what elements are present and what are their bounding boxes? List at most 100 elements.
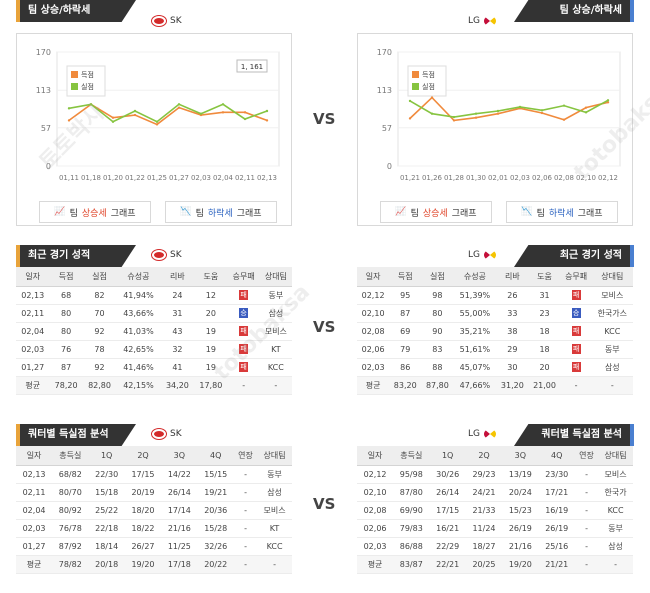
table-cell: 43 xyxy=(160,322,195,341)
table-cell: 동부 xyxy=(598,519,633,538)
table-cell: 83 xyxy=(421,340,454,359)
x-tick-label: 02,11 xyxy=(235,174,255,182)
quarter-header-right: 쿼터별 득실점 분석 xyxy=(514,424,634,446)
table-cell: 20/25 xyxy=(465,555,503,574)
table-cell: 02,13 xyxy=(16,286,50,305)
table-cell: 17/21 xyxy=(538,483,575,502)
table-cell: 02,11 xyxy=(16,483,53,502)
table-cell: 24/21 xyxy=(465,483,503,502)
table-cell: - xyxy=(257,555,292,574)
team-label-right-3: LG xyxy=(468,429,496,439)
loss-badge: 패 xyxy=(239,362,249,372)
table-cell: 19 xyxy=(194,340,228,359)
table-row: 02,11 80/70 15/18 20/19 26/14 19/21- 삼성 xyxy=(16,483,292,502)
table-cell: 02,03 xyxy=(16,340,50,359)
table-cell: 43,66% xyxy=(116,304,161,323)
table-cell: 79/83 xyxy=(393,519,430,538)
table-cell: 02,11 xyxy=(16,304,50,323)
table-cell: 02,10 xyxy=(357,483,394,502)
table-cell: 21/16 xyxy=(502,537,539,556)
table-row: 02,08 69 90 35,21% 38 18 패 KCC xyxy=(357,322,633,341)
x-tick-label: 01,30 xyxy=(466,174,486,182)
table-cell: 21/33 xyxy=(465,501,503,520)
table-cell: 87/80 xyxy=(393,483,430,502)
table-cell: 70 xyxy=(82,304,117,323)
data-point xyxy=(199,112,203,115)
table-cell: 32 xyxy=(160,340,195,359)
column-header: 상대팀 xyxy=(591,267,633,287)
x-tick-label: 02,06 xyxy=(532,174,553,182)
data-point xyxy=(155,120,159,123)
table-cell: 20/18 xyxy=(88,555,125,574)
column-header: 도움 xyxy=(194,267,228,287)
up-trend-legend-left[interactable]: 📈 팀 상승세 그래프 xyxy=(39,201,151,223)
column-header: 4Q xyxy=(538,446,575,466)
data-point xyxy=(221,111,225,114)
vs-label-2: VS xyxy=(313,318,336,336)
table-cell: 24 xyxy=(160,286,195,305)
table-cell: 42,15% xyxy=(116,376,161,395)
team-label-left: SK xyxy=(152,16,182,26)
legend-label: 득점 xyxy=(422,71,435,79)
column-header: 일자 xyxy=(357,446,394,466)
table-cell: 평균 xyxy=(357,555,394,574)
team-name-right: LG xyxy=(468,16,480,26)
quarter-header-left: 쿼터별 득실점 분석 xyxy=(16,424,136,446)
table-cell: 19/21 xyxy=(197,483,234,502)
table-cell: 29 xyxy=(496,340,529,359)
legend-swatch xyxy=(71,83,78,90)
table-cell: 18 xyxy=(528,340,561,359)
table-cell: 19 xyxy=(194,322,228,341)
table-cell: 15/18 xyxy=(88,483,125,502)
table-cell: 모비스 xyxy=(598,465,633,484)
up-trend-legend-right[interactable]: 📈 팀 상승세 그래프 xyxy=(380,201,492,223)
table-cell: 01,27 xyxy=(16,537,53,556)
table-cell: - xyxy=(574,483,599,502)
table-cell: 55,00% xyxy=(453,304,497,323)
y-tick-label: 57 xyxy=(382,124,392,133)
table-cell: 20/19 xyxy=(124,483,162,502)
table-cell: 삼성 xyxy=(259,304,292,323)
down-trend-legend-right[interactable]: 📉 팀 하락세 그래프 xyxy=(506,201,618,223)
table-cell: 19 xyxy=(194,358,228,377)
result-cell: 패 xyxy=(227,286,260,305)
table-cell: - xyxy=(233,483,258,502)
result-cell: 승 xyxy=(227,304,260,323)
x-tick-label: 01,22 xyxy=(125,174,145,182)
table-cell: 31 xyxy=(528,286,561,305)
table-cell: 78 xyxy=(82,340,117,359)
column-header: 득점 xyxy=(389,267,422,287)
y-tick-label: 0 xyxy=(387,162,392,171)
table-cell: 17,80 xyxy=(194,376,228,395)
data-point xyxy=(133,109,137,113)
data-point xyxy=(408,99,412,103)
table-cell: 41 xyxy=(160,358,195,377)
series-line-conceded xyxy=(68,103,268,123)
x-tick-label: 02,04 xyxy=(213,174,234,182)
column-header: 도움 xyxy=(528,267,561,287)
data-point xyxy=(111,116,115,119)
legend-label: 실점 xyxy=(81,82,94,91)
table-cell: 20 xyxy=(528,358,561,377)
trend-header-left: 팀 상승/하락세 xyxy=(16,0,136,22)
x-tick-label: 02,10 xyxy=(576,174,596,182)
trend-header-right: 팀 상승/하락세 xyxy=(514,0,634,22)
table-cell: 02,06 xyxy=(357,340,390,359)
recent-header-left: 최근 경기 성적 xyxy=(16,245,136,267)
data-point xyxy=(408,117,412,120)
vs-label-3: VS xyxy=(313,495,336,513)
table-cell: - xyxy=(259,376,292,395)
down-trend-legend-left[interactable]: 📉 팀 하락세 그래프 xyxy=(165,201,277,223)
table-cell: 86/88 xyxy=(393,537,430,556)
table-cell: 11/24 xyxy=(465,519,503,538)
data-point xyxy=(221,103,225,106)
average-row: 평균 78/82 20/18 19/20 17/18 20/22- - xyxy=(16,555,292,574)
data-point xyxy=(518,105,522,109)
table-cell: 26/19 xyxy=(502,519,539,538)
table-cell: 80/92 xyxy=(52,501,89,520)
table-cell: 17/15 xyxy=(429,501,466,520)
result-cell: 패 xyxy=(227,340,260,359)
table-cell: 69 xyxy=(389,322,422,341)
legend-label: 실점 xyxy=(422,82,435,91)
